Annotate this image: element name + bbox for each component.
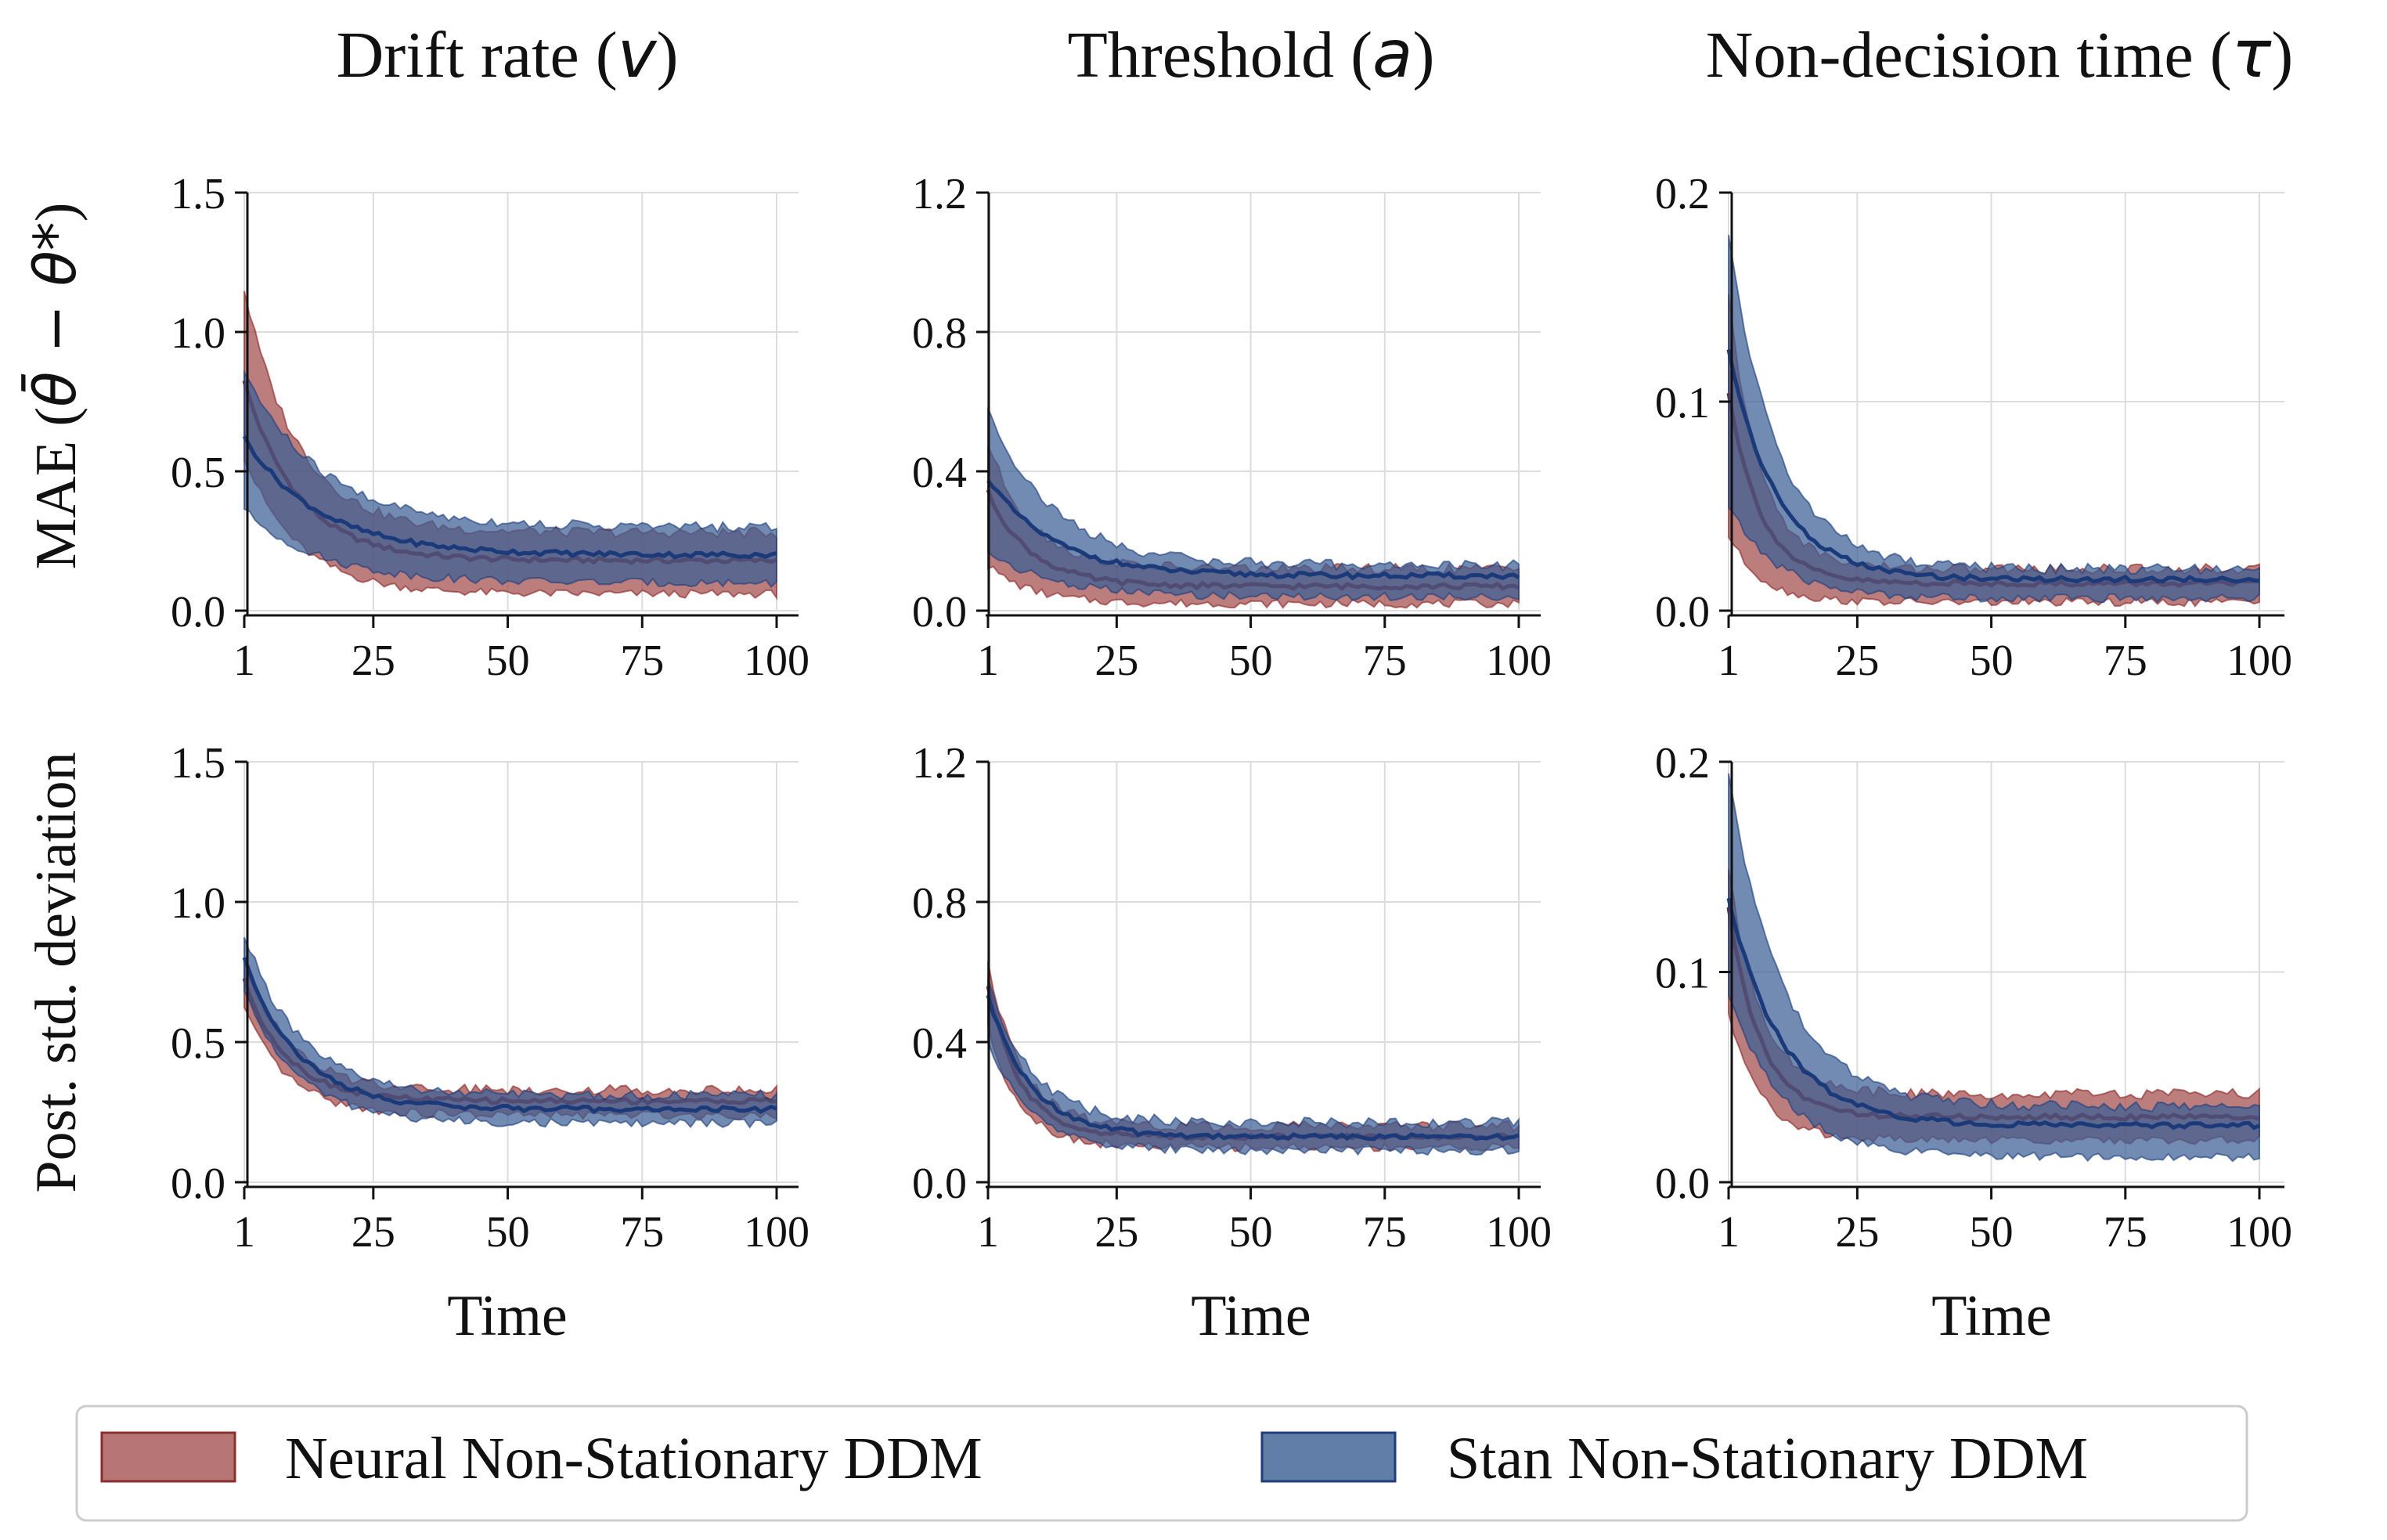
x-tick-label: 50 xyxy=(486,637,530,685)
y-tick-label: 0.1 xyxy=(1655,950,1710,998)
x-tick-label: 75 xyxy=(620,637,664,685)
y-tick-label: 0.2 xyxy=(1655,170,1710,218)
x-label-col3: Time xyxy=(1931,1284,2052,1348)
x-tick-label: 75 xyxy=(1363,1208,1407,1257)
x-tick-label: 50 xyxy=(1970,637,2014,685)
x-tick-label: 50 xyxy=(1229,637,1273,685)
x-tick-label: 1 xyxy=(977,637,999,685)
x-tick-label: 75 xyxy=(1363,637,1407,685)
x-tick-label: 100 xyxy=(744,1208,809,1257)
y-tick-label: 1.2 xyxy=(912,170,967,218)
y-tick-label: 1.2 xyxy=(912,739,967,788)
y-tick-label: 0.1 xyxy=(1655,379,1710,427)
y-tick-label: 1.0 xyxy=(171,879,225,928)
y-tick-label: 0.0 xyxy=(912,1160,967,1208)
y-tick-label: 0.5 xyxy=(171,1019,225,1068)
y-tick-label: 0.0 xyxy=(912,588,967,637)
y-tick-label: 0.4 xyxy=(912,1019,967,1068)
stan-mean-line xyxy=(986,479,1520,581)
stan-mean-line xyxy=(1726,897,2261,1131)
legend: Neural Non-Stationary DDM Stan Non-Stati… xyxy=(75,1405,2248,1522)
row-label-mae: MAE (θ̄ − θ*) xyxy=(21,203,89,570)
x-tick-label: 1 xyxy=(233,1208,255,1257)
x-label-col2: Time xyxy=(1191,1284,1311,1348)
x-tick-label: 25 xyxy=(1835,637,1879,685)
y-tick-label: 0.0 xyxy=(171,1160,225,1208)
legend-swatch-neural xyxy=(100,1431,236,1483)
x-tick-label: 1 xyxy=(1718,637,1740,685)
panel-1-2: 1 25 50 75 100 0.0 0.1 0.2 xyxy=(1655,739,2292,1257)
x-label-col1: Time xyxy=(447,1284,568,1348)
y-tick-label: 0.0 xyxy=(1655,1160,1710,1208)
x-tick-label: 1 xyxy=(977,1208,999,1257)
x-tick-label: 25 xyxy=(1835,1208,1879,1257)
x-tick-label: 75 xyxy=(2104,1208,2147,1257)
stan-mean-line xyxy=(242,435,777,560)
column-title-threshold: Threshold (a) xyxy=(1067,16,1434,92)
x-tick-label: 50 xyxy=(486,1208,530,1257)
x-tick-label: 25 xyxy=(1094,637,1138,685)
stan-mean-line xyxy=(242,957,777,1115)
y-tick-label: 1.5 xyxy=(171,170,225,218)
legend-label-neural: Neural Non-Stationary DDM xyxy=(285,1426,983,1491)
stan-band xyxy=(1728,773,2260,1163)
stan-mean-line xyxy=(986,994,1520,1141)
x-tick-label: 100 xyxy=(2227,637,2292,685)
y-tick-label: 1.0 xyxy=(171,309,225,358)
legend-frame xyxy=(75,1405,2248,1522)
stan-band xyxy=(243,936,777,1129)
panel-0-1: 1 25 50 75 100 0.0 0.4 0.8 1.2 xyxy=(912,170,1552,685)
x-tick-label: 75 xyxy=(2104,637,2147,685)
legend-label-stan: Stan Non-Stationary DDM xyxy=(1447,1426,2088,1491)
row-label-post-std: Post. std. deviation xyxy=(24,752,88,1192)
x-tick-label: 75 xyxy=(620,1208,664,1257)
y-tick-label: 0.8 xyxy=(912,309,967,358)
panel-1-0: 1 25 50 75 100 0.0 0.5 1.0 1.5 xyxy=(171,739,809,1257)
x-tick-label: 100 xyxy=(2227,1208,2292,1257)
legend-swatch-stan xyxy=(1260,1431,1397,1483)
y-tick-label: 0.2 xyxy=(1655,739,1710,788)
column-title-drift-rate: Drift rate (v) xyxy=(337,16,679,92)
x-tick-label: 25 xyxy=(352,1208,395,1257)
y-tick-label: 0.0 xyxy=(171,588,225,637)
x-tick-label: 1 xyxy=(1718,1208,1740,1257)
x-tick-label: 100 xyxy=(744,637,809,685)
y-tick-label: 0.4 xyxy=(912,449,967,497)
x-tick-label: 25 xyxy=(1094,1208,1138,1257)
y-tick-label: 0.0 xyxy=(1655,588,1710,637)
panel-0-0: 1 25 50 75 100 0.0 0.5 1.0 1.5 xyxy=(171,170,809,685)
x-tick-label: 100 xyxy=(1486,637,1552,685)
stan-band xyxy=(1728,234,2260,604)
x-tick-label: 100 xyxy=(1486,1208,1552,1257)
x-tick-label: 50 xyxy=(1229,1208,1273,1257)
y-tick-label: 1.5 xyxy=(171,739,225,788)
y-tick-label: 0.5 xyxy=(171,449,225,497)
column-title-non-decision-time: Non-decision time (τ) xyxy=(1706,16,2293,92)
stan-band xyxy=(987,978,1520,1156)
stan-mean-line xyxy=(1726,348,2260,584)
y-tick-label: 0.8 xyxy=(912,879,967,928)
panel-1-1: 1 25 50 75 100 0.0 0.4 0.8 1.2 xyxy=(912,739,1552,1257)
x-tick-label: 25 xyxy=(352,637,395,685)
panel-0-2: 1 25 50 75 100 0.0 0.1 0.2 xyxy=(1655,170,2292,685)
x-tick-label: 1 xyxy=(233,637,255,685)
stan-band xyxy=(987,407,1520,601)
x-tick-label: 50 xyxy=(1970,1208,2014,1257)
